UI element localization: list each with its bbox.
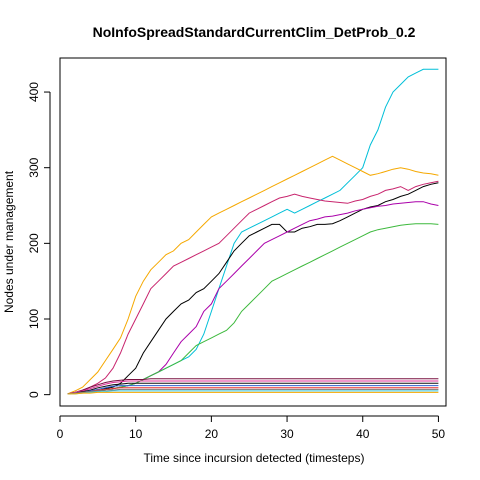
series-layer [67, 68, 439, 395]
series-line-11 [67, 387, 439, 395]
x-tick-label: 40 [356, 427, 370, 441]
x-tick-label: 50 [432, 427, 446, 441]
series-line-13 [67, 390, 439, 395]
series-line-6 [67, 223, 439, 395]
series-line-10 [67, 385, 439, 395]
x-tick-label: 20 [205, 427, 219, 441]
series-line-8 [67, 380, 439, 395]
series-line-7 [67, 378, 439, 395]
series-line-2 [67, 155, 439, 395]
series-line-9 [67, 382, 439, 395]
x-tick-label: 10 [129, 427, 143, 441]
series-line-4 [67, 182, 439, 395]
series-line-5 [67, 201, 439, 395]
series-line-12 [67, 388, 439, 395]
x-axis: 0 10 20 30 40 50 [57, 415, 446, 441]
y-tick-label: 400 [27, 82, 41, 102]
series-line-14 [67, 391, 439, 395]
y-axis: 0 100 200 300 400 [27, 82, 51, 398]
plot-frame [59, 57, 447, 407]
series-line-3 [67, 180, 439, 395]
x-axis-label: Time since incursion detected (timesteps… [144, 451, 365, 465]
x-tick-label: 0 [57, 427, 64, 441]
y-axis-label: Nodes under management [2, 170, 16, 313]
y-tick-label: 0 [27, 391, 41, 398]
y-tick-label: 100 [27, 309, 41, 329]
chart-title: NoInfoSpreadStandardCurrentClim_DetProb_… [93, 24, 416, 40]
x-tick-label: 30 [280, 427, 294, 441]
y-tick-label: 200 [27, 233, 41, 253]
y-tick-label: 300 [27, 157, 41, 177]
